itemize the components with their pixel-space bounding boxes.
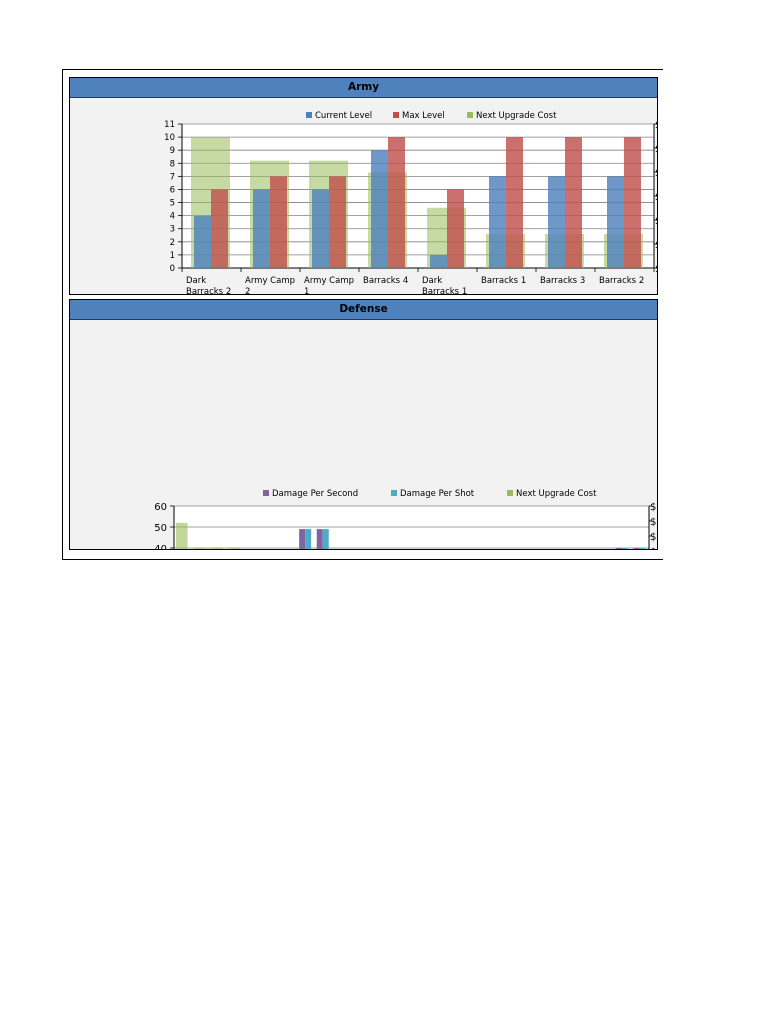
y-tick-label: 6 [170, 185, 175, 195]
y2-tick-label: $ [650, 502, 656, 513]
bar-current-level [430, 254, 447, 268]
legend-label: Max Level [402, 111, 445, 121]
bar-damage-per-shot [305, 529, 312, 549]
bar-current-level [489, 176, 506, 268]
bar-next-upgrade-cost [211, 548, 223, 549]
legend-label: Next Upgrade Cost [476, 111, 557, 121]
y2-tick-label: $ [655, 192, 657, 203]
defense-chart-title: Defense [70, 300, 657, 320]
bar-next-upgrade-cost [176, 522, 188, 549]
legend-swatch [467, 112, 473, 118]
y2-tick-label: $ [650, 547, 656, 549]
category-label: Barracks 3 [540, 276, 585, 286]
legend-swatch [507, 490, 513, 496]
y-tick-label: 5 [170, 199, 175, 209]
plot-area [174, 506, 649, 549]
bar-damage-per-second [615, 548, 622, 549]
category-label: 2 [245, 287, 250, 294]
bar-current-level [607, 176, 624, 268]
bar-current-level [253, 189, 270, 268]
category-label: Barracks 4 [363, 276, 408, 286]
bar-damage-per-shot [639, 548, 646, 549]
category-label: Barracks 1 [422, 287, 467, 294]
bar-current-level [312, 189, 329, 268]
legend-label: Damage Per Shot [400, 489, 475, 499]
legend-label: Next Upgrade Cost [516, 489, 597, 499]
y-tick-label: 11 [164, 120, 175, 130]
legend-label: Current Level [315, 111, 372, 121]
bar-max-level [447, 189, 464, 268]
bar-damage-per-second [633, 548, 640, 549]
defense-chart: Damage Per Second Damage Per Shot Next Upg… [154, 489, 656, 549]
bar-damage-per-second [299, 529, 306, 549]
y-tick-label: 40 [154, 544, 167, 549]
bar-max-level [565, 137, 582, 268]
legend-swatch [393, 112, 399, 118]
bar-damage-per-second [316, 529, 323, 549]
category-label: Dark [186, 276, 206, 286]
y-tick-label: 2 [170, 238, 175, 248]
y-tick-label: 1 [170, 251, 175, 261]
y-tick-label: 8 [170, 159, 175, 169]
legend-swatch [306, 112, 312, 118]
bar-damage-per-shot [621, 548, 628, 549]
bar-current-level [194, 215, 211, 268]
y-tick-label: 0 [170, 264, 175, 274]
bar-max-level [270, 176, 287, 268]
y2-tick-label: $ [655, 144, 657, 155]
y2-tick-label: $ [650, 532, 656, 543]
y-tick-label: 9 [170, 146, 175, 156]
y-tick-label: 4 [170, 212, 175, 222]
y2-tick-label: $ [655, 264, 657, 275]
y-tick-label: 3 [170, 225, 175, 235]
spreadsheet-area: Army Current Level Max Level Next Upgrade … [62, 69, 663, 560]
y-tick-label: 10 [164, 133, 175, 143]
bar-max-level [211, 189, 228, 268]
category-label: 1 [304, 287, 309, 294]
bar-damage-per-shot [322, 529, 329, 549]
bar-next-upgrade-cost [228, 548, 241, 549]
category-label: Barracks 2 [599, 276, 644, 286]
y-tick-label: 60 [154, 502, 167, 513]
army-chart-title: Army [70, 78, 657, 98]
y-tick-label: 7 [170, 172, 175, 182]
y2-tick-label: $ [650, 517, 656, 528]
bar-max-level [624, 137, 641, 268]
bar-next-upgrade-cost [193, 548, 206, 549]
bar-current-level [371, 150, 388, 268]
army-chart-panel[interactable]: Army Current Level Max Level Next Upgrade … [69, 77, 658, 295]
bar-max-level [506, 137, 523, 268]
category-label: Dark [422, 276, 442, 286]
legend-label: Damage Per Second [272, 489, 358, 499]
category-label: Army Camp [304, 276, 354, 286]
y-tick-label: 50 [154, 523, 167, 534]
category-label: Barracks 1 [481, 276, 526, 286]
bar-max-level [388, 137, 405, 268]
y2-tick-label: $ [655, 216, 657, 227]
y2-tick-label: $ [655, 120, 657, 131]
bar-max-level [329, 176, 346, 268]
defense-chart-panel[interactable]: Defense Damage Per Second Damage Per Shot… [69, 299, 658, 550]
legend-swatch [391, 490, 397, 496]
bar-current-level [548, 176, 565, 268]
category-label: Barracks 2 [186, 287, 231, 294]
y2-tick-label: $ [655, 240, 657, 251]
category-label: Army Camp [245, 276, 295, 286]
y2-tick-label: $ [655, 168, 657, 179]
army-chart: Current Level Max Level Next Upgrade Cost 0… [164, 111, 657, 294]
legend-swatch [263, 490, 269, 496]
